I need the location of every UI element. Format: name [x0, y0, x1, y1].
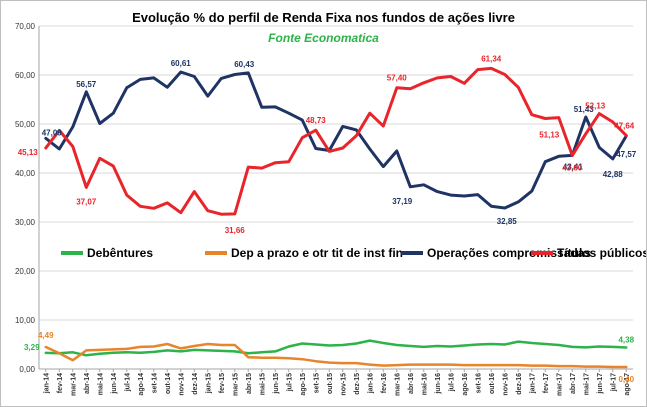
data-label: 3,29 [24, 343, 40, 352]
data-label: 56,57 [76, 80, 97, 89]
x-tick-label: fev-17 [543, 373, 550, 393]
x-tick-label: mar-16 [394, 373, 401, 396]
y-tick-label: 40,00 [15, 169, 36, 178]
x-tick-label: mar-14 [70, 373, 77, 396]
x-tick-label: nov-14 [178, 373, 185, 396]
data-label: 60,61 [171, 59, 192, 68]
x-tick-label: abr-14 [84, 373, 91, 394]
data-label: 0,40 [618, 375, 634, 384]
x-tick-label: ago-17 [624, 373, 631, 396]
data-label: 51,13 [539, 130, 560, 139]
x-tick-label: out-16 [489, 373, 496, 394]
x-tick-label: set-16 [475, 373, 482, 393]
x-tick-label: abr-17 [570, 373, 577, 394]
x-tick-label: jul-17 [610, 373, 617, 392]
data-label: 31,66 [225, 226, 246, 235]
y-tick-label: 70,00 [15, 22, 36, 31]
x-tick-label: jan-14 [43, 373, 50, 394]
legend-entry-1: Dep a prazo e otr tit de inst fin [231, 246, 403, 260]
data-label: 43,41 [563, 162, 584, 171]
x-tick-label: set-14 [151, 373, 158, 393]
data-label: 4,49 [38, 331, 54, 340]
x-tick-label: nov-16 [502, 373, 509, 396]
data-label: 47,57 [616, 150, 637, 159]
data-label: 48,73 [306, 116, 327, 125]
data-label: 4,38 [618, 336, 634, 345]
data-label: 51,43 [574, 105, 595, 114]
x-tick-label: ago-16 [462, 373, 469, 396]
legend-entry-2: Operações compromissadas [427, 246, 591, 260]
y-tick-label: 50,00 [15, 120, 36, 129]
data-label: 52,13 [585, 102, 606, 111]
x-tick-label: nov-15 [340, 373, 347, 396]
legend-entry-0: Debêntures [87, 246, 153, 260]
y-tick-label: 10,00 [15, 316, 36, 325]
series-line-3 [44, 66, 628, 216]
series-line-0 [44, 339, 628, 357]
y-tick-label: 60,00 [15, 71, 36, 80]
y-tick-label: 20,00 [15, 267, 36, 276]
x-tick-label: jun-16 [435, 373, 442, 395]
chart-subtitle: Fonte Economatica [268, 31, 379, 45]
data-label: 57,40 [387, 74, 408, 83]
x-tick-label: jul-14 [124, 373, 131, 392]
data-label: 45,13 [18, 148, 39, 157]
y-tick-label: 0,00 [19, 365, 35, 374]
data-label: 42,88 [603, 170, 624, 179]
x-tick-label: jan-17 [529, 373, 536, 394]
x-tick-label: ago-15 [300, 373, 307, 396]
x-tick-label: jun-14 [111, 373, 118, 395]
x-tick-label: fev-15 [219, 373, 226, 393]
x-tick-label: jul-15 [286, 373, 293, 392]
chart-title: Evolução % do perfil de Renda Fixa nos f… [132, 10, 515, 25]
data-label: 43,60 [562, 163, 583, 172]
x-tick-label: mai-14 [97, 373, 104, 395]
data-label: 32,85 [497, 217, 518, 226]
x-tick-label: mar-17 [556, 373, 563, 396]
x-tick-label: jan-15 [205, 373, 212, 394]
x-tick-label: mai-16 [421, 373, 428, 395]
x-tick-label: dez-14 [192, 373, 199, 395]
x-tick-label: jul-16 [448, 373, 455, 392]
y-tick-label: 30,00 [15, 218, 36, 227]
data-label: 37,19 [392, 197, 413, 206]
x-tick-label: set-15 [313, 373, 320, 393]
x-tick-label: dez-15 [354, 373, 361, 395]
x-tick-label: fev-16 [381, 373, 388, 393]
x-tick-label: dez-16 [516, 373, 523, 395]
data-label: 47,09 [42, 128, 63, 137]
x-tick-label: jun-17 [597, 373, 604, 395]
x-tick-label: abr-15 [246, 373, 253, 394]
x-tick-label: jan-16 [367, 373, 374, 394]
series-line-2 [44, 70, 628, 210]
legend-entry-3: Títulos públicos [557, 246, 646, 260]
x-tick-label: mai-15 [259, 373, 266, 395]
x-tick-label: ago-14 [138, 373, 145, 396]
data-label: 47,64 [614, 122, 635, 131]
data-label: 61,34 [481, 54, 502, 63]
x-tick-label: mai-17 [583, 373, 590, 395]
x-tick-label: out-14 [165, 373, 172, 394]
x-tick-label: out-15 [327, 373, 334, 394]
x-tick-label: fev-14 [57, 373, 64, 393]
series-line-1 [44, 342, 628, 369]
data-label: 37,07 [76, 197, 97, 206]
data-label: 60,43 [234, 60, 255, 69]
x-tick-label: abr-16 [408, 373, 415, 394]
x-tick-label: jun-15 [273, 373, 280, 395]
x-tick-label: mar-15 [232, 373, 239, 396]
